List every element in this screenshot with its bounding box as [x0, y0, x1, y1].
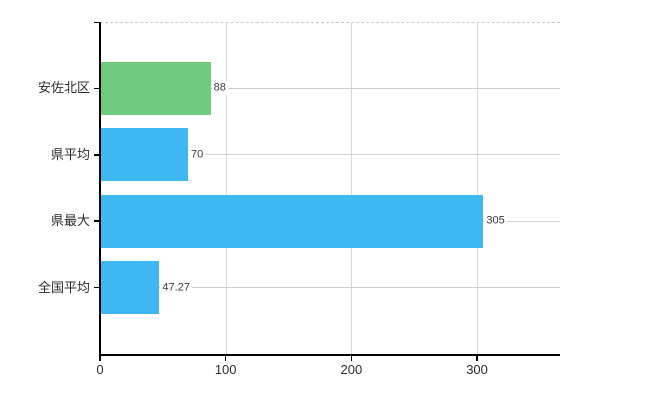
- x-tick-label-4: 300: [466, 361, 488, 377]
- x-axis-tick-3: [350, 355, 353, 361]
- y-axis-tick-4: [94, 286, 100, 289]
- x-axis-tick-4: [476, 355, 478, 361]
- x-tick-label-3: 200: [340, 361, 363, 377]
- value-label-1: 88: [211, 81, 228, 95]
- grid-line-horizontal: [101, 154, 560, 156]
- category-label-4: 全国平均: [37, 279, 90, 295]
- value-label-2: 70: [188, 148, 206, 162]
- y-axis-tick-2: [94, 154, 100, 156]
- grid-line-vertical: [477, 22, 479, 354]
- y-axis-top-tick: [94, 21, 100, 23]
- grid-line-horizontal: [101, 87, 560, 89]
- category-label-2: 県平均: [50, 146, 90, 162]
- y-axis-tick-3: [94, 220, 100, 222]
- x-tick-label-1: 0: [96, 361, 104, 377]
- y-axis: [99, 22, 101, 354]
- x-axis-tick-1: [99, 355, 101, 361]
- category-label-3: 県最大: [50, 213, 90, 229]
- bar-4: [100, 261, 160, 315]
- value-label-4: 47.27: [160, 281, 192, 295]
- value-label-3: 305: [484, 214, 507, 228]
- x-axis: [99, 354, 560, 356]
- grid-line-horizontal: [101, 287, 560, 289]
- grid-line-vertical: [225, 22, 227, 354]
- plot-area-top-border: [100, 22, 560, 23]
- category-label-1: 安佐北区: [37, 80, 90, 96]
- x-axis-tick-2: [224, 355, 227, 361]
- y-axis-tick-1: [94, 87, 100, 90]
- bar-3: [100, 194, 484, 248]
- bar-1: [100, 61, 211, 115]
- bar-2: [100, 128, 188, 182]
- x-tick-label-2: 100: [214, 361, 237, 377]
- grid-line-vertical: [351, 22, 353, 354]
